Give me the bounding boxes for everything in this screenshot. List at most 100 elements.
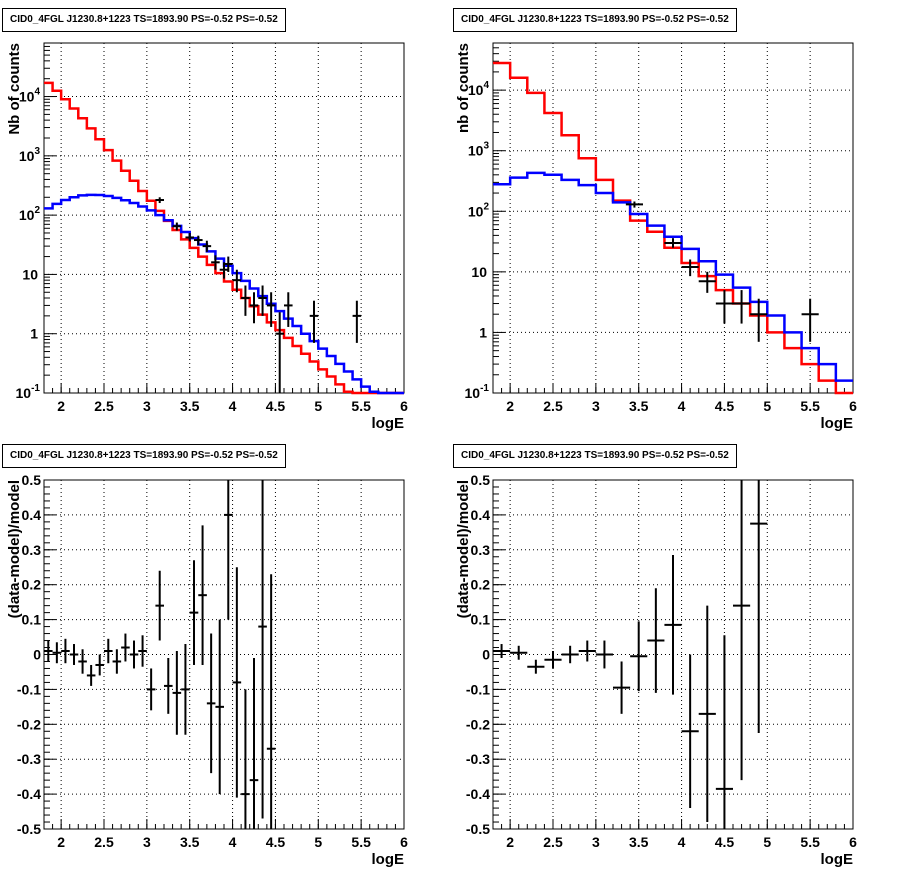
grid-lines: [493, 480, 853, 829]
x-tick-label: 2.5: [543, 398, 563, 414]
residual-point: [189, 560, 199, 665]
y-tick-label: 102: [19, 205, 41, 223]
x-tick-label: 4.5: [266, 398, 286, 414]
x-tick-label: 4: [229, 834, 237, 850]
y-tick-label: -0.4: [17, 786, 41, 802]
x-tick-label: 4.5: [266, 834, 286, 850]
chart-title: CID0_4FGL J1230.8+1223 TS=1893.90 PS=-0.…: [2, 8, 286, 32]
y-tick-base: 10: [19, 148, 35, 164]
y-tick-exponent: 3: [483, 141, 489, 152]
y-tick-label: 0.4: [22, 507, 42, 523]
y-tick-exponent: 3: [34, 146, 40, 157]
y-tick-label: 0.1: [471, 612, 491, 628]
data-point: [232, 269, 242, 293]
x-tick-label: 2.5: [94, 834, 114, 850]
y-tick-label: 0.3: [22, 542, 42, 558]
x-tick-label: 2: [57, 398, 65, 414]
y-tick-base: 10: [465, 385, 481, 401]
data-point: [309, 300, 319, 343]
data-point: [275, 312, 284, 393]
x-tick-label: 3: [592, 398, 600, 414]
data-point: [681, 259, 699, 277]
data-point: [249, 292, 259, 324]
y-tick-base: 10: [468, 143, 484, 159]
data-point: [352, 300, 362, 343]
residual-point: [266, 574, 276, 829]
plot-frame: [43, 479, 405, 830]
residual-point: [155, 570, 164, 641]
residual-point: [181, 644, 190, 735]
histogram-series-total-model: [44, 81, 404, 395]
x-tick-label: 2.5: [94, 398, 114, 414]
x-axis-label: logE: [372, 415, 405, 432]
y-tick-label: 0.1: [22, 612, 42, 628]
data-point: [224, 256, 233, 272]
residual-point: [733, 480, 751, 781]
histogram-series-total-model: [493, 61, 853, 395]
data-point: [625, 201, 643, 208]
data-point: [185, 232, 194, 242]
residual-point: [561, 645, 579, 664]
residual-point: [750, 480, 768, 734]
chart-title: CID0_4FGL J1230.8+1223 TS=1893.90 PS=-0.…: [453, 8, 737, 32]
y-tick-label: 0.4: [471, 507, 491, 523]
y-tick-label: -0.3: [17, 751, 41, 767]
residual-point: [510, 645, 528, 660]
y-tick-label: 1: [479, 324, 487, 340]
residual-point: [44, 640, 53, 662]
plot-frame: [492, 479, 854, 830]
x-tick-label: 3: [143, 834, 151, 850]
y-tick-base: 10: [468, 82, 484, 98]
residual-point: [578, 640, 596, 662]
data-point: [750, 298, 768, 342]
y-tick-label: 10-1: [16, 383, 41, 401]
plot-frame: [492, 42, 854, 394]
y-tick-label: 0.2: [471, 577, 491, 593]
y-axis-label: nb of counts: [455, 43, 472, 133]
residual-point: [86, 664, 96, 686]
y-axis-label: Nb of counts: [6, 43, 23, 135]
x-axis-label: logE: [821, 415, 854, 432]
x-tick-label: 2: [506, 834, 514, 850]
grid-lines: [44, 43, 404, 393]
plot-frame: [43, 42, 405, 394]
residual-point: [715, 635, 733, 829]
residual-point: [104, 638, 113, 664]
y-tick-label: 10: [471, 264, 487, 280]
y-axis-label: (data-model)/model: [6, 480, 23, 618]
x-tick-label: 5.5: [351, 398, 371, 414]
x-tick-label: 3.5: [180, 834, 200, 850]
residual-point: [164, 657, 173, 714]
residual-point: [129, 640, 139, 669]
x-tick-label: 6: [849, 834, 857, 850]
x-tick-label: 3.5: [629, 834, 649, 850]
residual-point: [172, 651, 182, 735]
y-tick-exponent: 4: [34, 87, 40, 98]
residual-point: [52, 642, 62, 664]
x-tick-label: 2: [57, 834, 65, 850]
y-tick-exponent: 2: [34, 205, 40, 216]
residual-point: [681, 654, 699, 809]
data-point: [801, 298, 819, 342]
chart-title: CID0_4FGL J1230.8+1223 TS=1893.90 PS=-0.…: [2, 444, 286, 468]
y-tick-label: -0.3: [466, 751, 490, 767]
data-point: [258, 285, 267, 316]
chart-panel-bottom-right: CID0_4FGL J1230.8+1223 TS=1893.90 PS=-0.…: [449, 437, 898, 875]
x-tick-label: 5.5: [800, 398, 820, 414]
y-tick-label: 10: [22, 266, 38, 282]
x-tick-label: 3: [143, 398, 151, 414]
residual-point: [61, 638, 70, 664]
residual-point: [613, 661, 631, 714]
x-tick-label: 2.5: [543, 834, 563, 850]
y-tick-exponent: -1: [31, 383, 40, 394]
x-tick-label: 5: [763, 398, 771, 414]
residual-point: [241, 689, 250, 829]
grid-lines: [493, 43, 853, 393]
data-point: [155, 197, 164, 204]
y-tick-base: 10: [19, 89, 35, 105]
residual-point: [258, 480, 267, 819]
y-tick-label: -0.5: [466, 821, 490, 837]
x-tick-label: 3.5: [180, 398, 200, 414]
y-tick-label: 102: [468, 201, 490, 219]
residuals-coarse-bins: 2 2.5 3 3.5 4 4.5 5 5.5 6 -0.5 -0.4 -0.3 -0.2 -0.1 0 0.…: [455, 472, 857, 868]
